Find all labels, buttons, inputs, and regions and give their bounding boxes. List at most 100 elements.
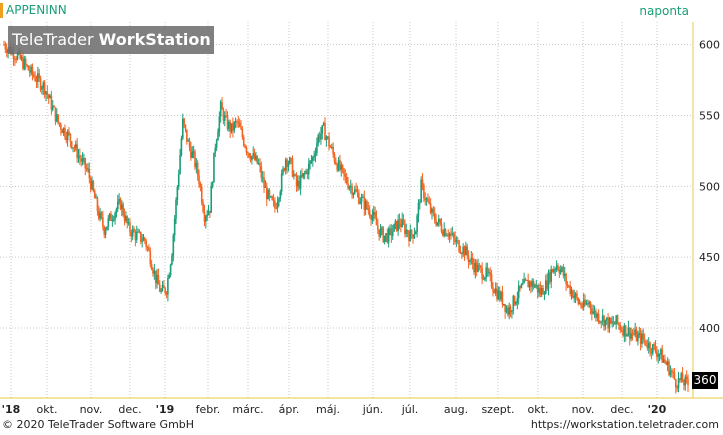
candle-body bbox=[341, 164, 344, 169]
candle-body bbox=[395, 220, 398, 231]
candle-body bbox=[236, 121, 238, 123]
candle-body bbox=[343, 168, 345, 175]
candle-body bbox=[290, 158, 292, 160]
candle-body bbox=[15, 59, 17, 61]
candle-body bbox=[180, 138, 183, 156]
candle-body bbox=[601, 315, 604, 322]
candle-body bbox=[614, 323, 616, 325]
candle-body bbox=[633, 333, 635, 335]
candle-body bbox=[685, 376, 688, 379]
candle-body bbox=[344, 174, 347, 177]
candle-body bbox=[60, 124, 62, 130]
candle-body bbox=[22, 57, 24, 69]
candle-body bbox=[397, 219, 399, 231]
candle-body bbox=[402, 219, 405, 224]
candle-body bbox=[390, 228, 393, 236]
candle-body bbox=[549, 272, 551, 282]
candle-body bbox=[305, 170, 307, 174]
candle-body bbox=[356, 191, 359, 194]
candle-body bbox=[325, 137, 328, 141]
candle-body bbox=[168, 275, 171, 279]
candle-body bbox=[93, 190, 96, 199]
candle-body bbox=[38, 73, 41, 78]
candle-body bbox=[592, 311, 594, 314]
candle-body bbox=[112, 219, 115, 221]
candle-body bbox=[194, 151, 196, 168]
candle-body bbox=[654, 345, 657, 352]
candle-body bbox=[512, 295, 515, 311]
candle-body bbox=[582, 299, 585, 308]
candle-body bbox=[436, 222, 439, 226]
candle-body bbox=[217, 131, 219, 141]
candle-body bbox=[149, 250, 152, 265]
candle-body bbox=[433, 212, 436, 221]
candle-body bbox=[616, 315, 619, 324]
candle-body bbox=[73, 147, 76, 149]
candle-body bbox=[228, 121, 230, 129]
candle-body bbox=[676, 387, 678, 389]
candle-body bbox=[466, 246, 469, 256]
candle-body bbox=[156, 274, 158, 284]
candle-body bbox=[555, 265, 558, 270]
candle-body bbox=[443, 229, 445, 236]
candle-body bbox=[316, 143, 318, 154]
candle-body bbox=[615, 315, 618, 324]
teletrader-workstation-logo: TeleTrader WorkStation bbox=[8, 26, 214, 54]
candle-body bbox=[651, 344, 654, 354]
candle-body bbox=[116, 201, 119, 210]
candle-body bbox=[459, 251, 462, 254]
candle-body bbox=[550, 269, 552, 282]
candle-body bbox=[99, 212, 101, 219]
candle-body bbox=[371, 214, 374, 220]
candle-body bbox=[163, 285, 165, 288]
candle-body bbox=[87, 168, 89, 170]
candle-body bbox=[293, 174, 295, 177]
ticker-symbol: APPENINN bbox=[6, 3, 67, 17]
candle-body bbox=[349, 186, 352, 188]
candle-body bbox=[673, 372, 676, 380]
y-tick-label: 600 bbox=[699, 39, 720, 52]
candle-body bbox=[12, 50, 15, 59]
candle-body bbox=[157, 274, 160, 285]
candle-body bbox=[429, 203, 432, 213]
candle-body bbox=[85, 168, 88, 170]
candle-body bbox=[19, 50, 22, 59]
candle-body bbox=[557, 265, 559, 270]
candle-body bbox=[80, 158, 83, 162]
candle-body bbox=[669, 370, 672, 376]
candle-body bbox=[98, 210, 100, 219]
candle-body bbox=[521, 283, 524, 285]
candlestick-series bbox=[3, 40, 689, 394]
candle-body bbox=[333, 153, 336, 162]
candle-body bbox=[398, 219, 401, 224]
candle-body bbox=[83, 158, 85, 160]
candle-body bbox=[51, 106, 54, 110]
candle-body bbox=[270, 196, 272, 198]
candle-body bbox=[172, 235, 175, 256]
candle-body bbox=[337, 159, 340, 171]
candle-body bbox=[278, 198, 280, 203]
candle-body bbox=[574, 293, 577, 297]
candle-body bbox=[74, 144, 77, 149]
candle-body bbox=[379, 228, 382, 237]
candle-body bbox=[383, 235, 386, 242]
candle-body bbox=[103, 226, 106, 235]
x-tick-label: jún. bbox=[362, 403, 384, 416]
x-tick-label: márc. bbox=[232, 403, 263, 416]
candle-body bbox=[111, 219, 114, 221]
candle-body bbox=[635, 329, 638, 342]
candle-body bbox=[589, 302, 592, 309]
candle-body bbox=[554, 269, 557, 271]
candle-body bbox=[375, 217, 378, 226]
candle-body bbox=[628, 327, 631, 339]
candle-body bbox=[478, 265, 481, 267]
candle-body bbox=[175, 199, 177, 219]
period-label: naponta bbox=[639, 4, 689, 18]
candle-body bbox=[511, 310, 513, 313]
candle-body bbox=[50, 95, 53, 110]
candle-body bbox=[387, 229, 390, 243]
candle-body bbox=[675, 379, 677, 388]
candle-body bbox=[171, 255, 173, 265]
candle-body bbox=[416, 215, 418, 232]
candle-body bbox=[684, 376, 687, 386]
